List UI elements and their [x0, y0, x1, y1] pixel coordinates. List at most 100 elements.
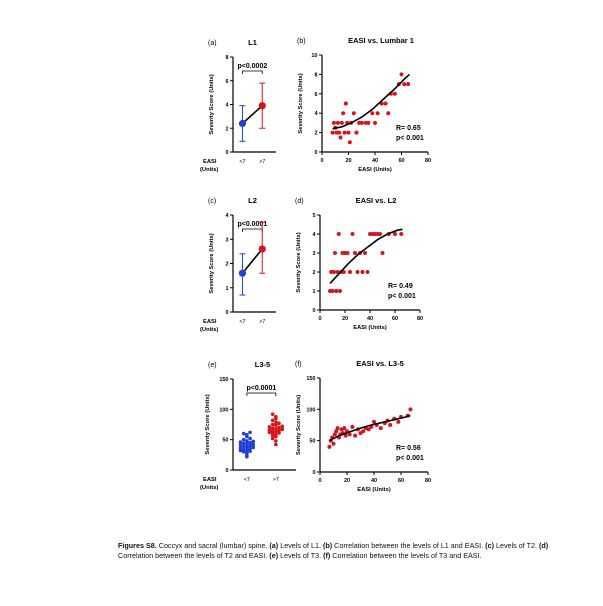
panel-f: (f) EASI vs. L3-5 0 50 100 150 Severity Score … [295, 359, 431, 493]
y-tick-label: 1 [225, 286, 228, 292]
y-axis-label: Severity Score (Units) [298, 73, 304, 133]
data-point [354, 130, 359, 135]
data-point [383, 101, 388, 106]
data-point [347, 140, 352, 145]
data-point-low [241, 441, 246, 446]
data-point [350, 424, 355, 429]
data-point-high [274, 433, 278, 437]
data-point [360, 270, 365, 274]
figure-s8: (a) L1 0 2 4 6 8 Severity Score (Units) <7 >7 EASI… [200, 36, 431, 493]
panel-letter: (b) [297, 38, 306, 45]
data-point-low [251, 439, 256, 444]
data-point [351, 111, 356, 116]
x-tick-label: 80 [425, 478, 431, 484]
data-point [386, 111, 391, 116]
panel-title: EASI vs. L3-5 [356, 359, 404, 368]
data-point-high [274, 439, 278, 443]
y-tick-label: 8 [225, 55, 228, 61]
data-point [330, 289, 335, 293]
group-label: <7 [239, 159, 245, 165]
data-point-high [280, 424, 285, 429]
x-axis-label: EASI [203, 159, 217, 165]
data-point-low [241, 437, 246, 442]
panel-title: L2 [248, 196, 257, 205]
y-tick-label: 1 [312, 289, 315, 295]
data-point-low [245, 451, 249, 455]
data-point-high [267, 428, 272, 432]
data-point [353, 251, 357, 255]
y-tick-label: 3 [225, 237, 228, 243]
data-point-low [248, 443, 252, 448]
data-point [378, 232, 382, 236]
data-point-low [251, 445, 256, 450]
y-tick-label: 0 [312, 308, 315, 314]
data-point [343, 433, 348, 438]
x-tick-label: 20 [344, 478, 350, 484]
panel-letter: (e) [208, 362, 217, 369]
data-point-high [280, 427, 285, 432]
x-axis-label: EASI (Units) [357, 487, 391, 493]
y-tick-label: 150 [306, 376, 315, 382]
panel-d: (d) EASI vs. L2 0 1 2 3 4 5 Severity Score (Unit… [295, 196, 423, 331]
data-point [350, 232, 355, 236]
data-point [373, 120, 377, 125]
data-point [347, 432, 352, 437]
data-point-low [241, 444, 246, 449]
data-point-high [277, 421, 281, 426]
data-point [334, 429, 339, 434]
data-point-high [274, 420, 278, 424]
data-point [402, 82, 407, 87]
data-point [333, 251, 337, 255]
y-tick-label: 0 [225, 150, 228, 156]
x-tick-label: 80 [425, 158, 431, 164]
data-point-high [267, 425, 272, 429]
y-tick-label: 4 [314, 111, 318, 117]
panel-title: EASI vs. L2 [356, 196, 397, 205]
y-tick-label: 0 [312, 470, 315, 476]
data-point-high [277, 425, 281, 430]
data-point [370, 111, 375, 116]
y-tick-label: 6 [225, 79, 228, 85]
x-tick-label: 20 [345, 158, 351, 164]
data-point-high [274, 414, 278, 419]
group-label: >7 [259, 159, 265, 165]
panel-c: (c) L2 0 1 2 3 4 Severity Score (Units) <7 >7 EASI… [200, 196, 276, 333]
data-point [338, 289, 342, 293]
y-tick-label: 10 [311, 53, 317, 59]
data-point [342, 426, 347, 431]
x-tick-label: 20 [342, 316, 348, 322]
data-point-low [245, 445, 249, 449]
data-point [388, 423, 393, 427]
data-point-low [238, 440, 243, 444]
x-tick-label: 40 [371, 478, 377, 484]
p-value: p< 0.001 [388, 293, 416, 300]
data-point-low [238, 443, 243, 447]
r-value: R= 0.49 [388, 283, 413, 290]
y-tick-label: 0 [314, 150, 317, 156]
data-point [361, 429, 366, 434]
data-point [334, 289, 339, 293]
data-point [372, 419, 376, 424]
data-point-low [245, 442, 249, 446]
data-point [348, 270, 352, 274]
figure-caption: Figures S8. Coccyx and sacral (lumbar) s… [118, 541, 549, 560]
mean-point-low [238, 269, 247, 277]
x-tick-label: 0 [318, 316, 321, 322]
data-point [335, 120, 340, 125]
data-point [365, 270, 370, 274]
y-tick-label: 2 [225, 126, 228, 132]
p-value: p<0.0002 [237, 63, 267, 70]
significance-bracket [242, 228, 263, 232]
x-axis-label-units: (Units) [200, 327, 218, 333]
mean-connector [241, 248, 263, 274]
r-value: R= 0.65 [396, 125, 421, 132]
y-tick-label: 6 [314, 92, 317, 98]
p-value: p< 0.001 [396, 455, 424, 462]
x-axis-label: EASI [203, 477, 217, 483]
data-point [375, 111, 380, 116]
x-tick-label: 60 [398, 478, 404, 484]
data-point [345, 251, 350, 255]
y-tick-label: 4 [225, 213, 229, 219]
data-point-low [251, 442, 256, 447]
group-label: <7 [239, 319, 245, 325]
